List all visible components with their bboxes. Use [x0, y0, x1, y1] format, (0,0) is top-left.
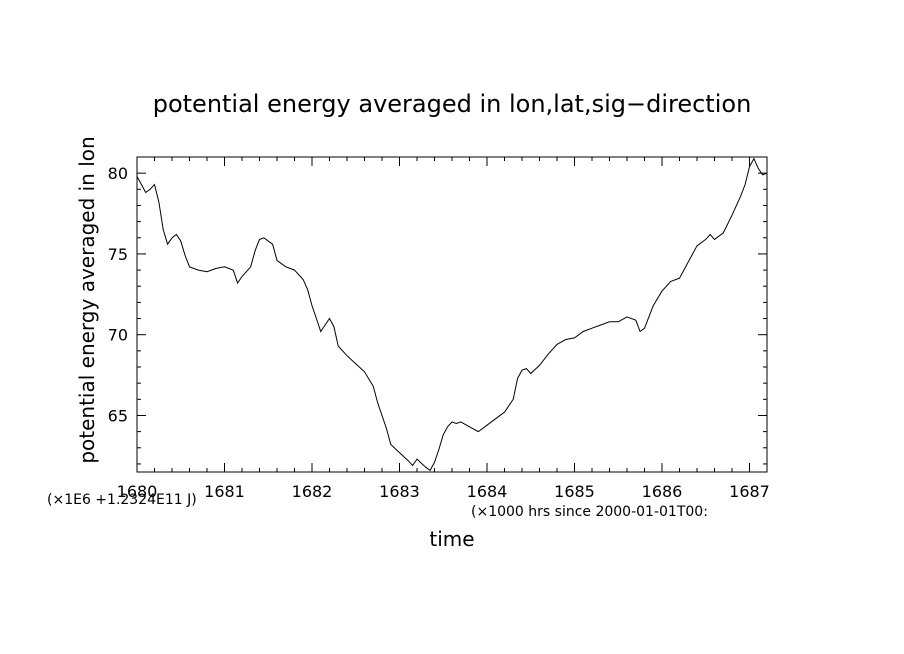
x-tick-label: 1684: [467, 482, 508, 501]
y-tick-label: 65: [108, 406, 128, 425]
x-tick-label: 1680: [117, 482, 158, 501]
x-minor-ticks: [154, 157, 768, 472]
x-tick-label: 1683: [379, 482, 420, 501]
x-tick-label: 1681: [204, 482, 245, 501]
y-minor-ticks: [137, 156, 767, 465]
y-ticks: 65 70 75 80: [108, 164, 767, 425]
x-tick-label: 1687: [729, 482, 770, 501]
series-line: [136, 157, 768, 472]
y-scale-note: (×1E6 +1.2324E11 J): [47, 492, 197, 508]
x-tick-label: 1682: [292, 482, 333, 501]
y-tick-label: 80: [108, 164, 128, 183]
y-tick-label: 70: [108, 326, 128, 345]
x-unit-note: (×1000 hrs since 2000-01-01T00:: [471, 504, 708, 520]
x-tick-label: 1685: [554, 482, 595, 501]
y-axis-label: potential energy averaged in lon: [75, 136, 99, 463]
y-tick-label: 75: [108, 245, 128, 264]
x-tick-label: 1686: [642, 482, 683, 501]
chart-title: potential energy averaged in lon,lat,sig…: [153, 90, 752, 118]
x-ticks: 1680 1681 1682 1683 1684 1685 1686 1687: [117, 157, 770, 501]
x-axis-label: time: [429, 527, 474, 551]
